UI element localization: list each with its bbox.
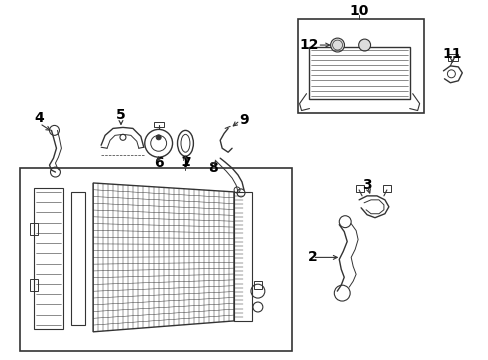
Bar [34,188,63,329]
Bar [20,168,291,351]
Text: 7: 7 [180,156,190,170]
Text: 9: 9 [239,113,248,127]
Bar [30,279,38,291]
Bar [253,281,262,289]
Text: 11: 11 [442,47,461,61]
Bar [297,19,423,113]
Text: 10: 10 [349,4,368,18]
Bar [447,54,457,61]
Text: 5: 5 [116,108,125,122]
Text: 4: 4 [35,112,44,126]
Bar [309,47,409,99]
Bar [71,192,85,325]
Bar [355,185,364,192]
Circle shape [358,39,370,51]
Text: 8: 8 [208,161,218,175]
Bar [153,122,163,127]
Bar [382,185,390,192]
Text: 1: 1 [180,155,190,169]
Text: 3: 3 [362,178,371,192]
Text: 6: 6 [154,156,163,170]
Bar [30,223,38,235]
Text: 2: 2 [307,251,317,264]
Circle shape [330,38,344,52]
Bar [234,192,251,321]
Text: 12: 12 [299,38,319,52]
Circle shape [156,135,161,140]
